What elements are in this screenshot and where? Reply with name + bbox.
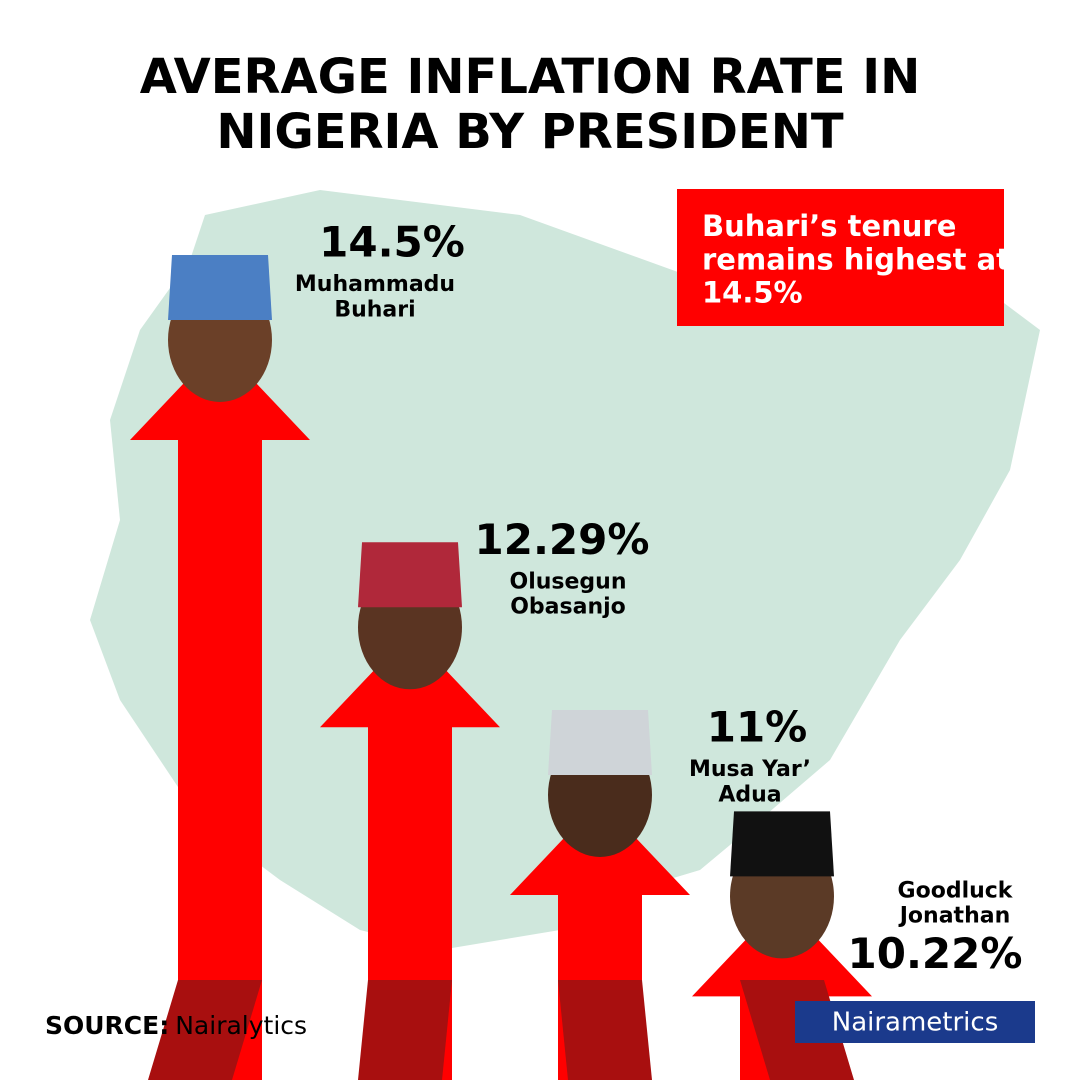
brand-box <box>795 1001 1035 1043</box>
value-label: 12.29% <box>475 515 650 564</box>
value-label: 10.22% <box>848 929 1023 978</box>
brand: Nairametrics <box>832 1008 999 1038</box>
arrow-shadow <box>358 980 452 1080</box>
arrow-shadow <box>148 980 262 1080</box>
hat <box>730 811 834 877</box>
category-label: Goodluck Jonathan <box>898 878 1014 928</box>
category-label: Olusegun Obasanjo <box>510 569 627 619</box>
category-label: Musa Yar’ Adua <box>689 757 811 807</box>
annotation: Buhari’s tenure remains highest at 14.5% <box>702 209 1010 310</box>
value-label: 11% <box>707 703 808 752</box>
category-label: Muhammadu Buhari <box>295 272 455 322</box>
map-background <box>90 190 1040 950</box>
arrow-shadow <box>558 980 652 1080</box>
arrow <box>510 800 690 1080</box>
source-label: SOURCE: <box>45 1011 169 1040</box>
value-label: 14.5% <box>319 218 465 267</box>
hat <box>168 255 272 320</box>
source: SOURCE: Nairalytics <box>45 1011 307 1040</box>
chart-title: AVERAGE INFLATION RATE IN NIGERIA BY PRES… <box>140 49 921 160</box>
hat <box>358 542 462 608</box>
arrow <box>320 632 500 1080</box>
arrows: 14.5% Muhammadu Buhari 12.29% Olusegun Obasan… <box>130 218 1022 1080</box>
source-name: Nairalytics <box>175 1011 307 1040</box>
hat <box>548 710 652 775</box>
arrow <box>130 345 310 1080</box>
annotation-box <box>677 189 1004 326</box>
